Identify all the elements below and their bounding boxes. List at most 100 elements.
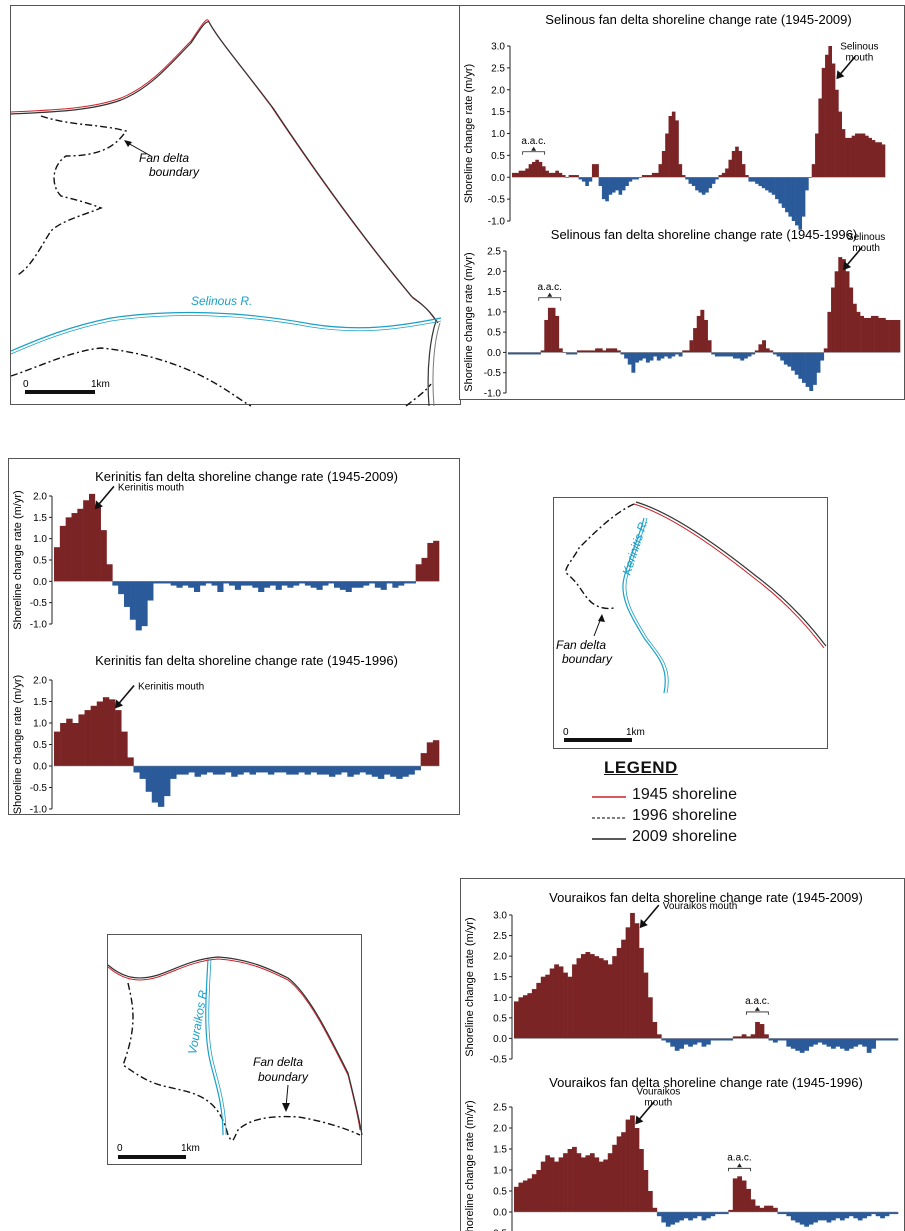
bar: [671, 111, 676, 178]
bar: [258, 581, 265, 592]
bar: [822, 1212, 827, 1221]
bar: [754, 350, 759, 353]
y-tick-label: -1.0: [484, 389, 502, 400]
bar: [701, 1038, 707, 1047]
bar: [609, 348, 614, 353]
bar: [860, 315, 865, 353]
bar: [625, 927, 631, 1039]
mouth-arrow: [97, 485, 115, 506]
y-tick-label: 0.5: [493, 1187, 507, 1198]
map-panel-vouraikos: Vouraikos R. Fan delta boundary 0 1km: [107, 934, 363, 1165]
bar: [835, 1038, 841, 1047]
bar: [750, 1199, 756, 1212]
bar: [616, 947, 622, 1039]
bar: [798, 352, 803, 379]
bar: [109, 699, 116, 766]
bar: [852, 303, 857, 353]
bar: [866, 1212, 872, 1217]
aac-arrowhead: [736, 1163, 742, 1168]
shoreline-2009: [107, 956, 363, 1136]
mouth-arrowhead: [635, 1115, 644, 1125]
mouth-arrowhead: [94, 500, 103, 510]
aac-arrowhead: [754, 1006, 760, 1011]
bar: [540, 350, 545, 353]
bar: [831, 1212, 836, 1221]
river-selinous: [10, 311, 442, 352]
bar: [522, 352, 527, 355]
bar: [798, 177, 803, 230]
bar: [685, 350, 690, 353]
bar: [638, 352, 643, 361]
bar: [783, 352, 788, 365]
bar: [678, 164, 683, 178]
bar: [642, 352, 647, 359]
bar: [748, 177, 753, 182]
bar: [795, 177, 799, 226]
bar: [554, 964, 559, 1039]
aac-label: a.a.c.: [745, 996, 769, 1007]
bar: [83, 500, 90, 582]
bar: [826, 1038, 832, 1047]
bar: [264, 581, 271, 588]
y-axis-label: Shoreline change rate (m/yr): [463, 64, 475, 203]
bar: [170, 581, 177, 586]
bar: [115, 710, 122, 766]
bar: [298, 766, 305, 773]
bar: [671, 352, 676, 357]
bar: [855, 133, 859, 178]
bar: [603, 960, 609, 1039]
bar: [835, 89, 839, 178]
bar: [514, 1186, 519, 1212]
bar: [90, 705, 98, 766]
bar: [778, 177, 783, 204]
bar: [521, 170, 526, 178]
bar: [871, 140, 876, 178]
shoreline-1945: [633, 503, 825, 649]
y-tick-label: 1.0: [491, 129, 505, 140]
bar: [555, 170, 559, 178]
bar: [841, 129, 846, 178]
bar: [151, 766, 159, 803]
bar: [615, 177, 619, 191]
bar: [554, 1161, 559, 1212]
bar: [526, 352, 531, 355]
aac-bracket: [522, 151, 546, 155]
boundary-arrowhead: [598, 614, 605, 622]
y-tick-label: 2.0: [493, 1124, 507, 1135]
mouth-label-2: mouth: [852, 243, 880, 254]
bar: [804, 1038, 809, 1051]
bar: [764, 1205, 769, 1212]
bar: [817, 1212, 823, 1221]
bar: [878, 317, 883, 353]
bar: [647, 997, 653, 1039]
bar: [764, 1034, 769, 1039]
bar: [59, 525, 66, 582]
bar: [714, 352, 719, 357]
bar: [377, 766, 385, 779]
bar: [655, 172, 659, 178]
bar: [653, 352, 658, 357]
bar: [725, 168, 729, 178]
aac-arrowhead: [547, 292, 553, 297]
bar: [683, 1212, 689, 1219]
chart-vou-1996: Vouraikos fan delta shoreline change rat…: [464, 1075, 899, 1231]
bar: [580, 954, 586, 1039]
bar: [805, 352, 810, 387]
river-vouraikos-2: [208, 958, 227, 1136]
bar: [594, 956, 600, 1039]
bar: [652, 1021, 658, 1039]
bar: [723, 1038, 729, 1041]
bar: [595, 348, 600, 353]
bar: [697, 1212, 702, 1217]
y-axis-label: Shoreline change rate (m/yr): [12, 675, 24, 814]
bar: [515, 352, 520, 355]
map-panel-kerinitis: Kerinitis R. Fan delta boundary 0 1km: [553, 497, 828, 749]
bar: [293, 581, 300, 586]
bar: [826, 1212, 832, 1223]
scale-start: 0: [23, 379, 29, 390]
bar: [612, 956, 617, 1039]
bar: [396, 766, 403, 779]
chart-title: Vouraikos fan delta shoreline change rat…: [549, 1075, 863, 1090]
bar: [66, 718, 73, 766]
bar: [670, 1212, 676, 1225]
